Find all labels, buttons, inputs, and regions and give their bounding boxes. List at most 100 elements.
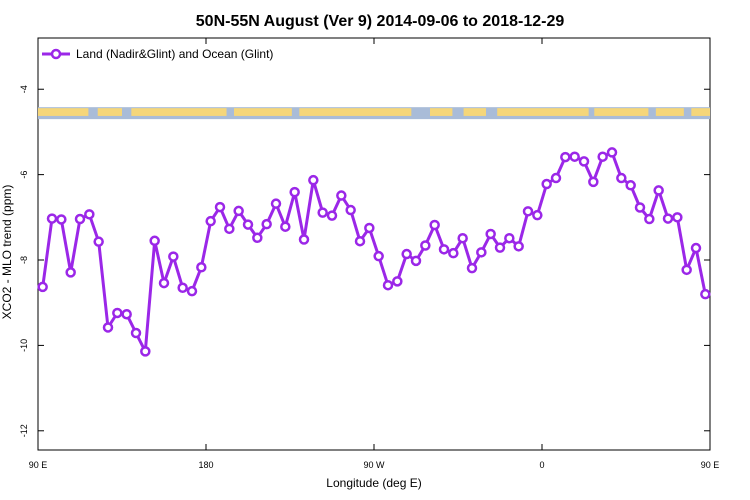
- legend-marker: [50, 48, 62, 60]
- data-point: [74, 213, 86, 225]
- data-point: [373, 250, 384, 262]
- data-point: [326, 210, 338, 221]
- data-point: [392, 276, 403, 287]
- data-point: [252, 232, 263, 244]
- data-point: [289, 186, 300, 198]
- data-point: [317, 207, 328, 218]
- data-point: [158, 277, 170, 289]
- data-point: [345, 204, 356, 216]
- data-point: [448, 247, 459, 259]
- data-point: [532, 209, 543, 221]
- x-tick-label: 90 W: [363, 460, 385, 470]
- y-tick-label: -8: [19, 256, 29, 264]
- data-point: [270, 198, 282, 209]
- data-point: [588, 176, 599, 188]
- data-point: [214, 201, 226, 213]
- data-point: [149, 235, 160, 247]
- x-tick-label: 180: [198, 460, 213, 470]
- x-axis: 90 E 180 90 W 0 90 E: [29, 38, 720, 470]
- mask-land: [594, 108, 649, 116]
- mask-land: [430, 108, 453, 116]
- mask-land: [691, 108, 710, 116]
- x-tick-label: 90 E: [701, 460, 720, 470]
- legend: Land (Nadir&Glint) and Ocean (Glint): [42, 47, 273, 61]
- data-point: [606, 147, 618, 158]
- data-point: [224, 223, 235, 235]
- data-point: [513, 241, 524, 252]
- chart-title: 50N-55N August (Ver 9) 2014-09-06 to 201…: [196, 13, 565, 30]
- data-point: [522, 206, 534, 217]
- data-point: [504, 232, 515, 244]
- data-point: [168, 251, 179, 262]
- mask-land: [299, 108, 412, 116]
- data-point: [616, 172, 627, 184]
- x-tick-label: 0: [539, 460, 544, 470]
- data-point: [280, 221, 291, 232]
- y-tick-label: -12: [19, 424, 29, 437]
- data-point: [140, 346, 151, 357]
- y-tick-label: -6: [19, 171, 29, 179]
- y-tick-label: -10: [19, 339, 29, 352]
- data-point: [569, 151, 580, 162]
- mask-land: [463, 108, 486, 116]
- data-point: [56, 214, 67, 225]
- series-layer: [37, 147, 711, 357]
- data-point: [112, 307, 123, 319]
- data-point: [186, 285, 198, 297]
- data-point: [130, 327, 142, 339]
- data-point: [364, 222, 375, 234]
- data-point: [457, 232, 468, 244]
- data-point: [308, 174, 319, 186]
- data-point: [84, 209, 95, 220]
- data-point: [644, 213, 655, 225]
- data-point: [261, 218, 272, 230]
- data-point: [634, 202, 646, 213]
- mask-land: [497, 108, 589, 116]
- land-ocean-mask-strip: [38, 107, 710, 120]
- data-point: [625, 180, 636, 191]
- mask-land: [38, 108, 89, 116]
- data-point: [700, 288, 711, 300]
- data-point: [46, 213, 58, 224]
- data-point: [401, 248, 412, 260]
- series-line: [41, 150, 707, 353]
- data-point: [672, 212, 683, 223]
- data-point: [205, 215, 216, 227]
- data-point: [121, 308, 132, 320]
- data-point: [541, 178, 552, 190]
- mask-land: [97, 108, 122, 116]
- data-point: [485, 228, 496, 240]
- data-point: [681, 264, 692, 276]
- data-point: [65, 267, 76, 278]
- x-axis-label: Longitude (deg E): [326, 476, 421, 490]
- legend-label: Land (Nadir&Glint) and Ocean (Glint): [76, 47, 273, 61]
- data-point: [494, 242, 506, 253]
- data-point: [93, 236, 104, 247]
- mask-land: [655, 108, 684, 116]
- data-point: [382, 279, 394, 291]
- data-point: [102, 322, 114, 333]
- y-axis-label: XCO2 - MLO trend (ppm): [0, 185, 14, 320]
- y-axis: -12 -10 -8 -6 -4: [19, 85, 710, 437]
- x-tick-label: 90 E: [29, 460, 48, 470]
- mask-land: [234, 108, 292, 116]
- data-point: [429, 219, 440, 231]
- data-point: [242, 219, 254, 230]
- data-point: [653, 185, 664, 196]
- data-point: [476, 247, 487, 258]
- data-point: [578, 156, 590, 167]
- data-point: [298, 234, 310, 245]
- data-point: [466, 262, 478, 274]
- data-point: [177, 282, 188, 294]
- data-point: [550, 172, 562, 184]
- data-point: [560, 151, 571, 163]
- data-point: [196, 262, 207, 273]
- data-point: [354, 235, 366, 247]
- data-point: [662, 213, 674, 224]
- data-point: [438, 244, 450, 255]
- data-point: [597, 151, 608, 162]
- data-point: [410, 255, 422, 267]
- data-point: [37, 281, 48, 293]
- data-point: [690, 242, 702, 254]
